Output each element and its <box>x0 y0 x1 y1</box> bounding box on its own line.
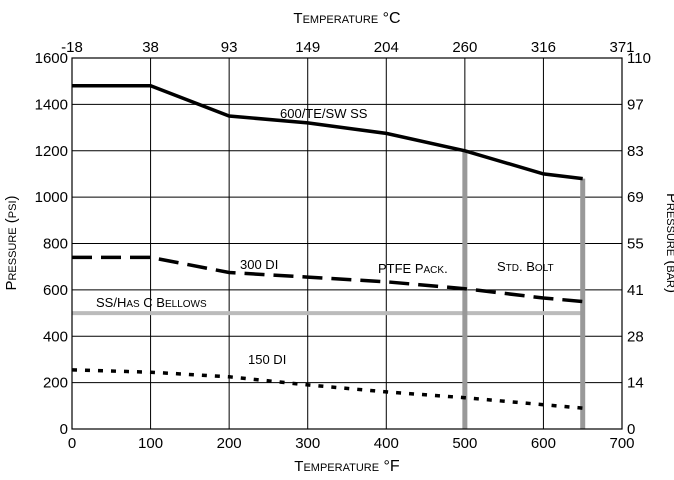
y-tick-label: 1200 <box>35 143 68 160</box>
top-x-tick-label: 371 <box>609 39 634 56</box>
right-y-tick-label: 69 <box>627 189 644 206</box>
x-tick-label: 200 <box>217 435 242 452</box>
top-x-tick-label: -18 <box>61 39 83 56</box>
right-y-tick-label: 97 <box>627 96 644 113</box>
x-tick-label: 100 <box>138 435 163 452</box>
x-tick-label: 500 <box>452 435 477 452</box>
right-y-tick-label: 0 <box>627 421 635 438</box>
top-x-tick-label: 38 <box>142 39 159 56</box>
x-tick-label: 300 <box>295 435 320 452</box>
series-label-600-te-sw-ss: 600/TE/SW SS <box>280 106 368 121</box>
top-x-tick-label: 316 <box>531 39 556 56</box>
y-tick-label: 0 <box>60 421 68 438</box>
limit-label-ptfe-pack: PTFE PACK. <box>378 261 448 276</box>
right-y-tick-label: 28 <box>627 328 644 345</box>
top-axis-title: TEMPERATURE °C <box>293 10 400 27</box>
right-y-tick-label: 41 <box>627 282 644 299</box>
right-axis-title: PRESSURE (BAR) <box>663 193 674 293</box>
series-label-300-di: 300 DI <box>240 257 278 272</box>
x-tick-label: 400 <box>374 435 399 452</box>
y-tick-label: 1000 <box>35 189 68 206</box>
top-x-tick-label: 93 <box>221 39 238 56</box>
bottom-axis-title: TEMPERATURE °F <box>294 458 400 475</box>
tick-labels: 0 100 200 300 400 500 600 700 -18 38 93 149 204 260 31… <box>35 39 651 452</box>
y-tick-label: 400 <box>43 328 68 345</box>
y-tick-label: 600 <box>43 282 68 299</box>
series-line-600-te-sw-ss <box>72 84 583 181</box>
y-tick-label: 1400 <box>35 96 68 113</box>
right-y-tick-label: 14 <box>627 375 644 392</box>
y-tick-label: 200 <box>43 375 68 392</box>
y-tick-label: 1600 <box>35 50 68 67</box>
x-tick-label: 600 <box>531 435 556 452</box>
left-axis-title: PRESSURE (PSI) <box>3 195 20 290</box>
series-line-300-di <box>72 255 583 304</box>
series-lines <box>71 84 583 410</box>
right-y-tick-label: 83 <box>627 143 644 160</box>
plot-frame <box>71 57 623 430</box>
right-y-tick-label: 110 <box>627 50 651 67</box>
x-tick-label: 700 <box>609 435 634 452</box>
top-x-tick-label: 149 <box>295 39 320 56</box>
x-tick-label: 0 <box>68 435 76 452</box>
limit-label-bellows: SS/HAS C BELLOWS <box>96 295 207 310</box>
top-x-tick-label: 204 <box>374 39 399 56</box>
top-x-tick-label: 260 <box>452 39 477 56</box>
right-y-tick-label: 55 <box>627 236 644 253</box>
series-label-150-di: 150 DI <box>248 352 286 367</box>
y-tick-label: 800 <box>43 236 68 253</box>
limit-label-std-bolt: STD. BOLT <box>497 259 554 274</box>
series-line-150-di <box>71 368 583 410</box>
